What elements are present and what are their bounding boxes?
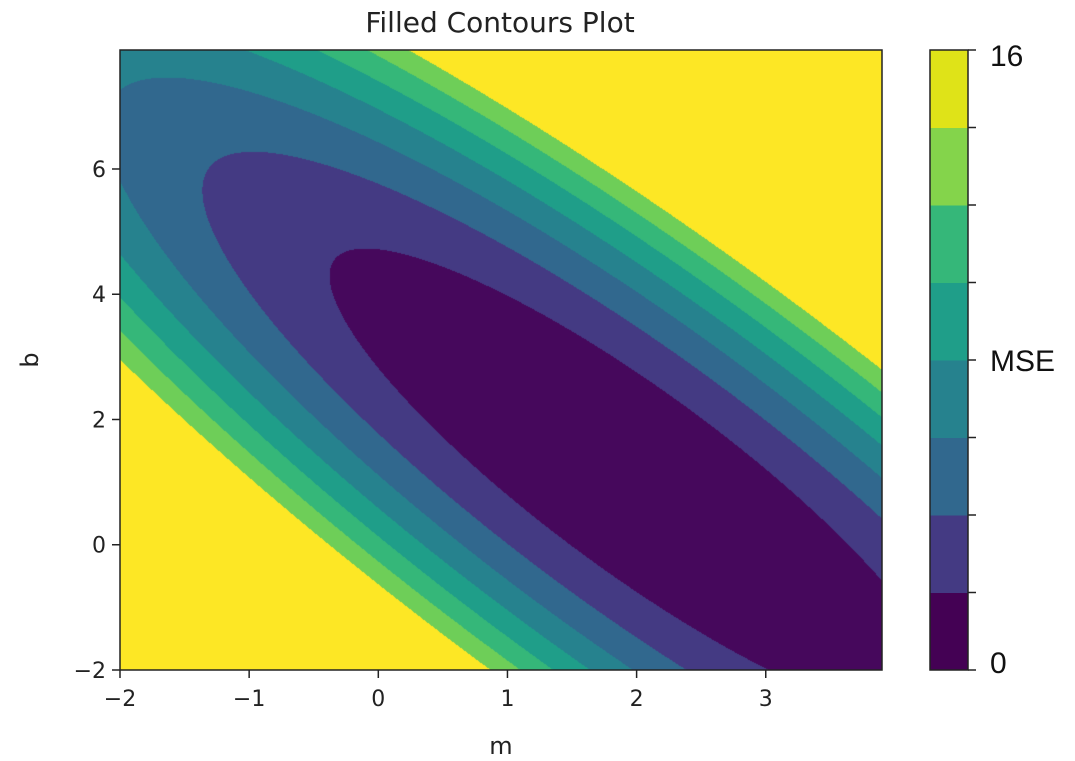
x-tick-label: −2	[104, 687, 136, 712]
y-tick-label: 4	[92, 283, 106, 308]
colorbar-band	[930, 437, 968, 516]
x-tick-label: −1	[233, 687, 265, 712]
colorbar-band	[930, 515, 968, 593]
colorbar-band	[930, 360, 968, 438]
y-axis-label: b	[16, 352, 44, 367]
colorbar-min-label: 0	[990, 647, 1007, 680]
colorbar-band	[930, 205, 968, 283]
colorbar-title: MSE	[990, 345, 1055, 378]
y-tick-label: 6	[92, 158, 106, 183]
x-axis-label: m	[489, 732, 512, 760]
y-tick-label: 2	[92, 408, 106, 433]
x-axis-ticks: −2 −1 0 1 2 3	[104, 670, 773, 712]
colorbar-band	[930, 592, 968, 671]
y-axis-ticks: −2 0 2 4 6	[74, 158, 120, 684]
chart-title: Filled Contours Plot	[365, 6, 634, 39]
x-tick-label: 2	[630, 687, 644, 712]
colorbar-frame	[929, 49, 969, 671]
x-tick-label: 3	[759, 687, 773, 712]
colorbar	[930, 49, 976, 671]
colorbar-band	[930, 50, 968, 128]
contour-fill	[120, 50, 882, 670]
plot-frame	[119, 49, 883, 671]
y-tick-label: 0	[92, 534, 106, 559]
y-tick-label: −2	[74, 659, 106, 684]
colorbar-band	[930, 127, 968, 206]
x-tick-label: 0	[371, 687, 385, 712]
colorbar-max-label: 16	[990, 40, 1023, 73]
x-tick-label: 1	[500, 687, 514, 712]
colorbar-band	[930, 282, 968, 361]
plot-area	[119, 49, 883, 671]
